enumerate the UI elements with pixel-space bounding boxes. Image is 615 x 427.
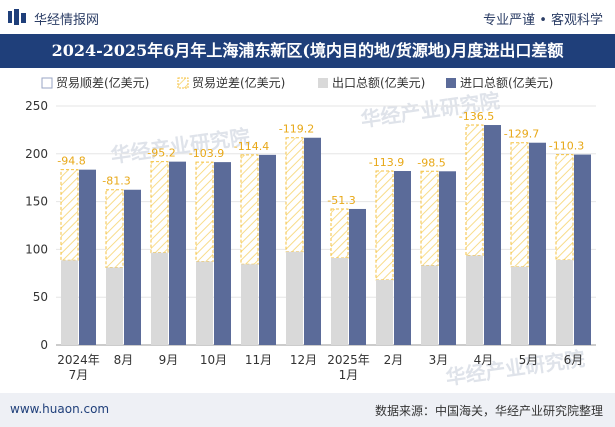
tagline: 专业严谨 • 客观科学 bbox=[483, 13, 603, 28]
bar-export bbox=[511, 266, 528, 345]
bar-import bbox=[529, 142, 546, 345]
legend-swatch-deficit bbox=[177, 77, 189, 89]
bar-export bbox=[466, 255, 483, 345]
data-label-deficit: -119.2 bbox=[279, 123, 314, 136]
bar-deficit bbox=[465, 124, 484, 257]
footer: www.huaon.com 数据来源：中国海关，华经产业研究院整理 bbox=[0, 393, 615, 427]
bar-import bbox=[124, 189, 141, 345]
y-tick-label: 50 bbox=[33, 290, 48, 304]
data-label-deficit: -129.7 bbox=[504, 128, 539, 141]
bar-export bbox=[556, 260, 573, 345]
data-label-deficit: -103.9 bbox=[189, 147, 224, 160]
bar-deficit bbox=[60, 169, 79, 261]
bar-import bbox=[394, 171, 411, 345]
legend: 贸易顺差(亿美元) 贸易逆差(亿美元) 出口总额(亿美元) 进口总额(亿美元) bbox=[41, 75, 553, 90]
bars: -94.8 -81.3 -95.2 -103.9 -114.4 -119.2 -51.3 -1… bbox=[57, 110, 591, 345]
x-tick-label: 3月 bbox=[429, 353, 449, 367]
bar-import bbox=[304, 137, 321, 345]
y-tick-label: 250 bbox=[25, 99, 48, 113]
bar-import bbox=[169, 161, 186, 345]
y-tick-label: 200 bbox=[25, 147, 48, 161]
bar-deficit bbox=[330, 208, 349, 259]
legend-swatch-import bbox=[446, 78, 456, 88]
top-bar: 华经情报网 专业严谨 • 客观科学 bbox=[0, 0, 615, 34]
bar-import bbox=[574, 154, 591, 345]
data-label-deficit: -51.3 bbox=[327, 194, 355, 207]
bar-deficit bbox=[420, 170, 439, 266]
data-label-deficit: -95.2 bbox=[147, 147, 175, 160]
site-name[interactable]: 华经情报网 bbox=[34, 13, 100, 28]
bar-deficit bbox=[375, 170, 394, 281]
bar-import bbox=[484, 125, 501, 345]
x-tick-label: 1月 bbox=[339, 368, 359, 382]
legend-label-export: 出口总额(亿美元) bbox=[332, 75, 425, 90]
legend-label-deficit: 贸易逆差(亿美元) bbox=[192, 75, 285, 90]
bar-import bbox=[259, 154, 276, 345]
data-label-deficit: -98.5 bbox=[417, 156, 445, 169]
legend-label-import: 进口总额(亿美元) bbox=[460, 75, 553, 90]
bar-deficit bbox=[555, 154, 574, 261]
y-tick-label: 0 bbox=[40, 338, 48, 352]
bar-export bbox=[196, 261, 213, 345]
bar-export bbox=[61, 260, 78, 345]
legend-swatch-surplus bbox=[41, 77, 53, 89]
x-tick-label: 8月 bbox=[114, 353, 134, 367]
bar-export bbox=[241, 264, 258, 345]
footer-source: 数据来源：中国海关，华经产业研究院整理 bbox=[374, 404, 603, 418]
data-label-deficit: -110.3 bbox=[549, 140, 584, 153]
footer-website[interactable]: www.huaon.com bbox=[10, 402, 110, 416]
x-tick-label: 2月 bbox=[384, 353, 404, 367]
bar-export bbox=[331, 258, 348, 345]
chart-title: 2024-2025年6月年上海浦东新区(境内目的地/货源地)月度进出口差额 bbox=[51, 41, 564, 60]
x-tick-label: 9月 bbox=[159, 353, 179, 367]
bar-deficit bbox=[285, 137, 304, 253]
bar-import bbox=[439, 171, 456, 345]
y-axis: 0 50 100 150 200 250 bbox=[25, 99, 48, 352]
x-tick-label: 7月 bbox=[69, 368, 89, 382]
x-tick-label: 12月 bbox=[290, 353, 317, 367]
bar-export bbox=[376, 279, 393, 345]
bar-export bbox=[151, 252, 168, 345]
data-label-deficit: -114.4 bbox=[234, 140, 269, 153]
data-label-deficit: -81.3 bbox=[102, 175, 130, 188]
logo-icon bbox=[8, 9, 26, 25]
bar-import bbox=[214, 162, 231, 345]
legend-swatch-export bbox=[318, 78, 328, 88]
data-label-deficit: -113.9 bbox=[369, 156, 404, 169]
bar-deficit bbox=[195, 161, 214, 262]
x-tick-label: 11月 bbox=[245, 353, 272, 367]
y-tick-label: 100 bbox=[25, 242, 48, 256]
x-tick-label: 2025年 bbox=[327, 353, 370, 367]
bar-import bbox=[349, 208, 366, 345]
bar-export bbox=[286, 251, 303, 345]
bar-export bbox=[421, 265, 438, 345]
bar-deficit bbox=[510, 142, 529, 268]
gridlines bbox=[56, 105, 596, 346]
bar-export bbox=[106, 267, 123, 345]
bar-deficit bbox=[105, 189, 124, 268]
data-label-deficit: -94.8 bbox=[57, 155, 85, 168]
x-tick-label: 5月 bbox=[519, 353, 539, 367]
data-label-deficit: -136.5 bbox=[459, 110, 494, 123]
chart: 贸易顺差(亿美元) 贸易逆差(亿美元) 出口总额(亿美元) 进口总额(亿美元) 0 50… bbox=[25, 75, 596, 382]
x-tick-label: 4月 bbox=[474, 353, 494, 367]
bar-import bbox=[79, 169, 96, 345]
bar-deficit bbox=[150, 161, 169, 254]
x-tick-label: 6月 bbox=[564, 353, 584, 367]
legend-label-surplus: 贸易顺差(亿美元) bbox=[56, 75, 149, 90]
x-tick-label: 2024年 bbox=[57, 353, 100, 367]
y-tick-label: 150 bbox=[25, 195, 48, 209]
bar-deficit bbox=[240, 154, 259, 265]
title-bar: 2024-2025年6月年上海浦东新区(境内目的地/货源地)月度进出口差额 bbox=[0, 34, 615, 68]
x-tick-label: 10月 bbox=[200, 353, 227, 367]
